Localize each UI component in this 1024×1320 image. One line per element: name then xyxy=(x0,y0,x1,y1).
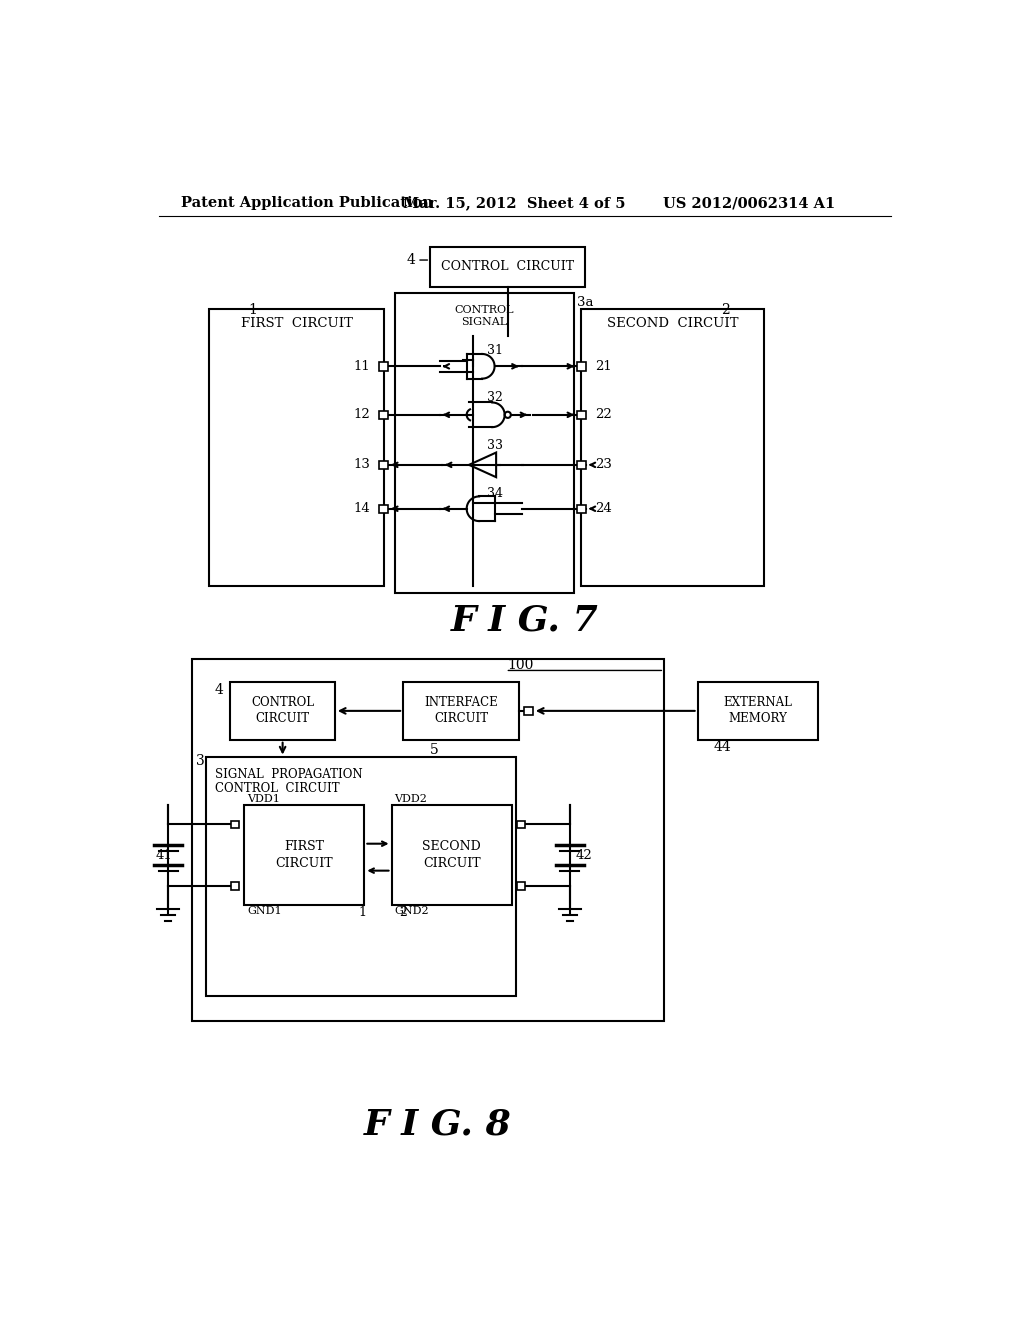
FancyBboxPatch shape xyxy=(395,293,573,594)
FancyBboxPatch shape xyxy=(517,882,524,890)
Text: SECOND
CIRCUIT: SECOND CIRCUIT xyxy=(422,841,481,870)
Text: 41: 41 xyxy=(155,849,172,862)
Text: 12: 12 xyxy=(353,408,371,421)
Text: F I G. 7: F I G. 7 xyxy=(451,603,599,638)
FancyBboxPatch shape xyxy=(380,362,388,371)
Text: VDD2: VDD2 xyxy=(394,795,427,804)
Text: 31: 31 xyxy=(486,345,503,358)
Text: 100: 100 xyxy=(508,659,535,672)
Text: Patent Application Publication: Patent Application Publication xyxy=(180,197,433,210)
Text: US 2012/0062314 A1: US 2012/0062314 A1 xyxy=(663,197,835,210)
FancyBboxPatch shape xyxy=(578,504,586,513)
FancyBboxPatch shape xyxy=(403,682,519,739)
FancyBboxPatch shape xyxy=(524,706,532,715)
Text: 32: 32 xyxy=(486,391,503,404)
Text: SIGNAL  PROPAGATION: SIGNAL PROPAGATION xyxy=(215,768,362,781)
Text: 2: 2 xyxy=(399,907,408,920)
FancyBboxPatch shape xyxy=(245,805,365,906)
Text: CONTROL
CIRCUIT: CONTROL CIRCUIT xyxy=(251,697,314,726)
FancyBboxPatch shape xyxy=(578,362,586,371)
Text: 1: 1 xyxy=(358,907,367,920)
Text: 23: 23 xyxy=(595,458,611,471)
Text: 3: 3 xyxy=(197,754,205,768)
Text: 24: 24 xyxy=(595,502,611,515)
Text: 33: 33 xyxy=(486,440,503,453)
Text: EXTERNAL
MEMORY: EXTERNAL MEMORY xyxy=(723,697,793,726)
FancyBboxPatch shape xyxy=(209,309,384,586)
FancyBboxPatch shape xyxy=(380,461,388,469)
Text: 34: 34 xyxy=(486,487,503,500)
Text: 5: 5 xyxy=(430,743,439,756)
FancyBboxPatch shape xyxy=(578,461,586,469)
FancyBboxPatch shape xyxy=(430,247,586,286)
Text: INTERFACE
CIRCUIT: INTERFACE CIRCUIT xyxy=(424,697,498,726)
Text: CONTROL
SIGNAL: CONTROL SIGNAL xyxy=(455,305,514,327)
FancyBboxPatch shape xyxy=(582,309,764,586)
Text: 13: 13 xyxy=(353,458,371,471)
Text: GND2: GND2 xyxy=(394,907,429,916)
FancyBboxPatch shape xyxy=(578,411,586,418)
Text: 14: 14 xyxy=(353,502,371,515)
Text: SECOND  CIRCUIT: SECOND CIRCUIT xyxy=(606,317,738,330)
FancyBboxPatch shape xyxy=(391,805,512,906)
Text: 42: 42 xyxy=(575,849,593,862)
Text: 21: 21 xyxy=(595,360,611,372)
FancyBboxPatch shape xyxy=(206,758,515,997)
Text: 2: 2 xyxy=(721,304,730,317)
FancyBboxPatch shape xyxy=(231,821,239,829)
FancyBboxPatch shape xyxy=(230,682,335,739)
FancyBboxPatch shape xyxy=(380,504,388,513)
Text: 44: 44 xyxy=(713,741,731,755)
Text: GND1: GND1 xyxy=(248,907,282,916)
Text: CONTROL  CIRCUIT: CONTROL CIRCUIT xyxy=(215,781,339,795)
FancyBboxPatch shape xyxy=(231,882,239,890)
Text: 22: 22 xyxy=(595,408,611,421)
Text: 1: 1 xyxy=(248,304,257,317)
Text: 4: 4 xyxy=(407,253,416,267)
Text: Mar. 15, 2012  Sheet 4 of 5: Mar. 15, 2012 Sheet 4 of 5 xyxy=(403,197,626,210)
FancyBboxPatch shape xyxy=(191,659,665,1020)
Text: 3a: 3a xyxy=(578,296,594,309)
Text: FIRST
CIRCUIT: FIRST CIRCUIT xyxy=(275,841,333,870)
Text: 11: 11 xyxy=(353,360,371,372)
Text: CONTROL  CIRCUIT: CONTROL CIRCUIT xyxy=(441,260,574,273)
FancyBboxPatch shape xyxy=(697,682,818,739)
Text: 4: 4 xyxy=(215,682,223,697)
Text: FIRST  CIRCUIT: FIRST CIRCUIT xyxy=(241,317,352,330)
FancyBboxPatch shape xyxy=(380,411,388,418)
Text: F I G. 8: F I G. 8 xyxy=(365,1107,512,1142)
Text: VDD1: VDD1 xyxy=(248,795,281,804)
FancyBboxPatch shape xyxy=(517,821,524,829)
